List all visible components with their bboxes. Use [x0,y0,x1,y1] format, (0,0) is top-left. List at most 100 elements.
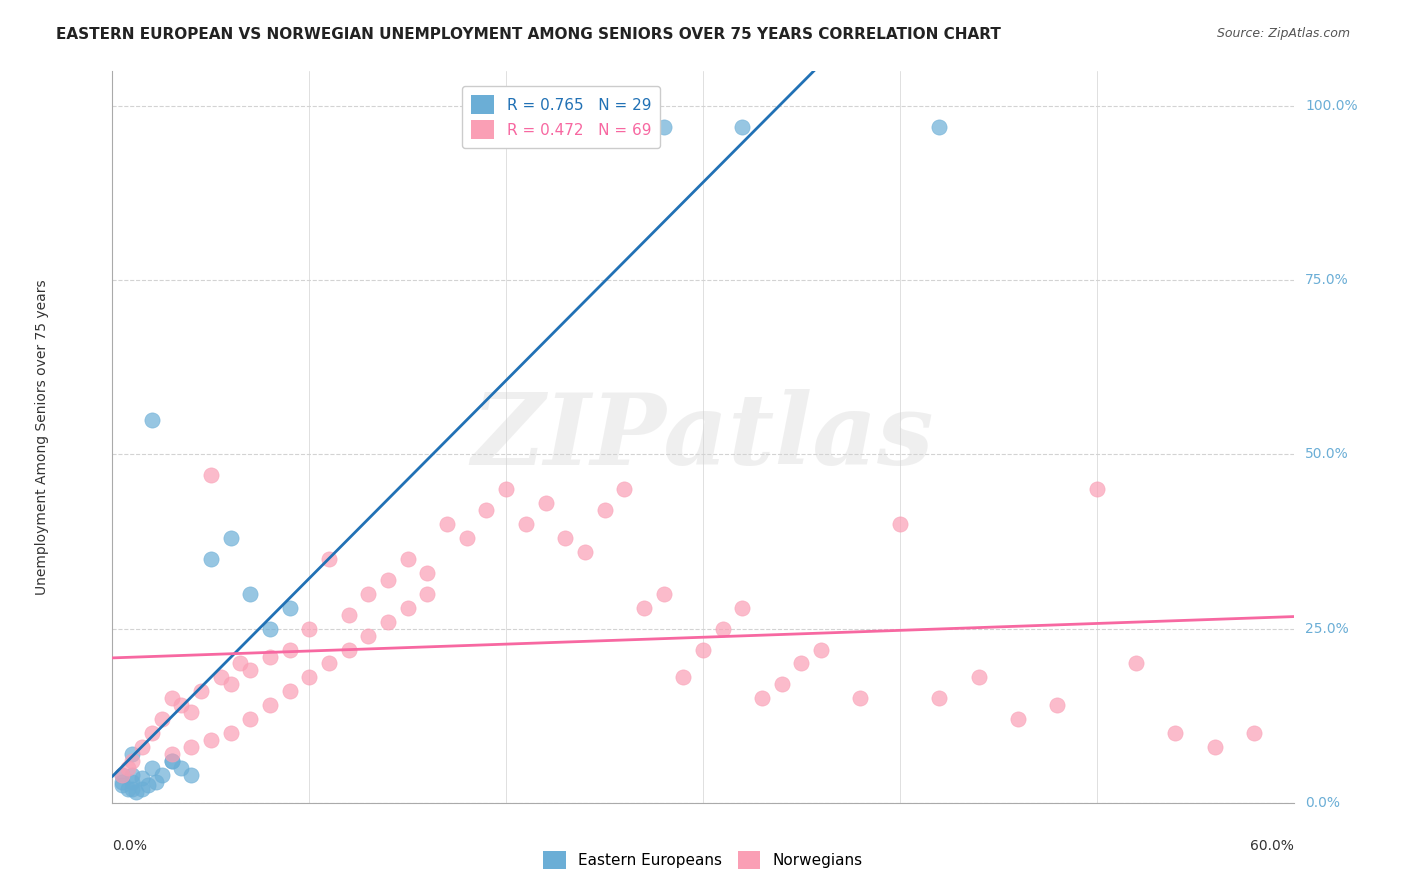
Legend: Eastern Europeans, Norwegians: Eastern Europeans, Norwegians [537,845,869,875]
Point [219,726,242,740]
Point [613,483,636,497]
Point [652,587,675,601]
Point [337,607,360,622]
Point [436,517,458,532]
Point [298,622,321,636]
Point [160,754,183,768]
Point [416,587,439,601]
Point [377,615,399,629]
Point [495,483,517,497]
Point [111,768,134,782]
Point [121,747,143,761]
Point [117,761,139,775]
Text: 75.0%: 75.0% [1305,273,1350,287]
Point [278,600,301,615]
Point [200,468,222,483]
Point [534,496,557,510]
Point [121,781,143,796]
Point [711,622,734,636]
Point [239,587,262,601]
Point [692,642,714,657]
Point [1085,483,1108,497]
Point [160,691,183,706]
Text: 50.0%: 50.0% [1305,448,1350,461]
Point [298,670,321,684]
Point [180,768,202,782]
Point [111,768,134,782]
Point [239,664,262,678]
Point [219,531,242,545]
Point [229,657,252,671]
Point [200,552,222,566]
Text: Source: ZipAtlas.com: Source: ZipAtlas.com [1216,27,1350,40]
Point [111,775,134,789]
Point [770,677,793,691]
Point [131,781,153,796]
Point [928,120,950,134]
Text: 100.0%: 100.0% [1305,99,1358,113]
Point [377,573,399,587]
Point [731,600,754,615]
Point [396,552,419,566]
Text: 60.0%: 60.0% [1250,839,1294,854]
Text: 0.0%: 0.0% [112,839,148,854]
Point [150,712,173,726]
Point [731,120,754,134]
Point [1007,712,1029,726]
Point [849,691,872,706]
Point [121,775,143,789]
Point [150,768,173,782]
Point [200,733,222,747]
Point [790,657,813,671]
Point [141,726,163,740]
Point [117,781,139,796]
Point [357,629,380,643]
Point [1046,698,1069,713]
Point [259,622,281,636]
Text: Unemployment Among Seniors over 75 years: Unemployment Among Seniors over 75 years [35,279,49,595]
Point [136,778,159,792]
Point [141,761,163,775]
Legend: R = 0.765   N = 29, R = 0.472   N = 69: R = 0.765 N = 29, R = 0.472 N = 69 [463,87,661,148]
Point [180,705,202,719]
Point [1125,657,1147,671]
Point [219,677,242,691]
Point [889,517,911,532]
Point [554,531,576,545]
Point [396,600,419,615]
Point [416,566,439,580]
Point [190,684,212,698]
Text: EASTERN EUROPEAN VS NORWEGIAN UNEMPLOYMENT AMONG SENIORS OVER 75 YEARS CORRELATI: EASTERN EUROPEAN VS NORWEGIAN UNEMPLOYME… [56,27,1001,42]
Point [751,691,773,706]
Point [337,642,360,657]
Point [967,670,990,684]
Text: 25.0%: 25.0% [1305,622,1350,636]
Point [170,761,193,775]
Point [121,768,143,782]
Point [209,670,232,684]
Point [456,531,478,545]
Point [928,691,950,706]
Text: 0.0%: 0.0% [1305,796,1340,810]
Point [259,649,281,664]
Point [574,545,596,559]
Point [141,412,163,426]
Point [810,642,832,657]
Point [318,552,340,566]
Point [239,712,262,726]
Point [1164,726,1187,740]
Point [131,772,153,786]
Point [111,778,134,792]
Point [593,120,616,134]
Point [515,517,537,532]
Point [121,754,143,768]
Point [593,503,616,517]
Point [1204,740,1226,755]
Point [259,698,281,713]
Point [318,657,340,671]
Point [475,503,498,517]
Point [125,785,148,799]
Point [160,754,183,768]
Point [672,670,695,684]
Point [145,775,167,789]
